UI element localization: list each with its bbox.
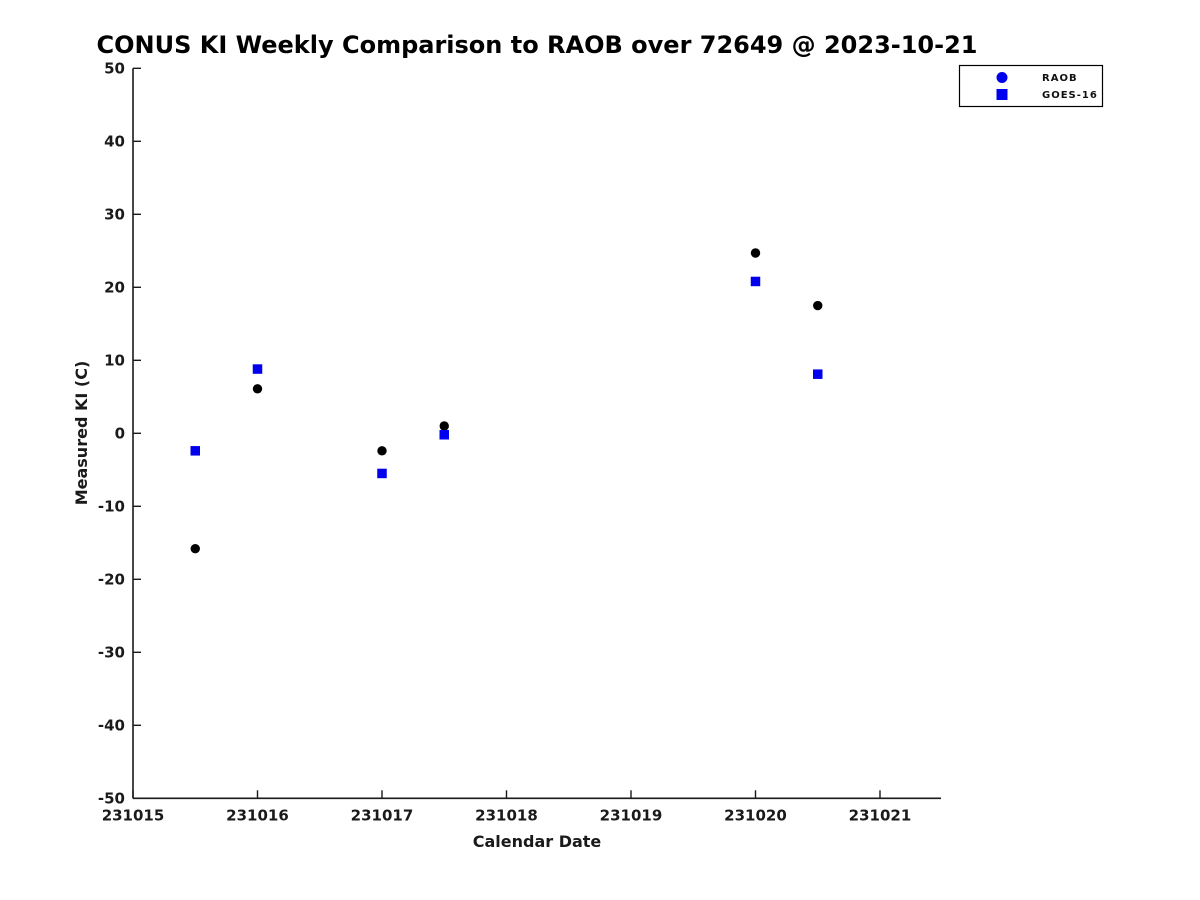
y-tick-label: -10 [98,497,125,515]
y-tick-label: -40 [98,716,125,734]
x-tick-label: 231016 [226,806,289,824]
x-tick-label: 231020 [724,806,787,824]
y-tick-label: -20 [98,570,125,588]
x-tick-label: 231019 [600,806,663,824]
x-tick-label: 231021 [849,806,912,824]
x-tick-label: 231017 [351,806,414,824]
chart-title: CONUS KI Weekly Comparison to RAOB over … [97,31,978,59]
goes16-point [439,430,449,440]
y-tick-label: 0 [115,424,125,442]
goes16-point [190,446,200,456]
raob-point [813,300,823,311]
y-tick-label: -50 [98,789,125,807]
y-tick-label: 40 [104,132,125,150]
legend-goes16-marker [996,89,1008,100]
x-tick-label: 231015 [102,806,165,824]
y-tick-label: -30 [98,643,125,661]
legend: RAOB GOES-16 [958,64,1104,108]
raob-point [190,543,200,554]
goes16-point [750,276,761,287]
goes16-point [252,364,263,374]
y-tick-label: 20 [104,278,125,296]
x-tick-label: 231018 [475,806,538,824]
y-axis-label: Measured KI (C) [72,361,91,506]
raob-point [252,384,263,394]
raob-point [439,421,449,431]
y-tick-label: 50 [104,59,125,77]
y-tick-label: 10 [104,351,125,369]
legend-raob-label: RAOB [1042,73,1078,84]
x-axis-label: Calendar Date [473,832,602,851]
y-tick-label: 30 [104,205,125,223]
legend-goes16-label: GOES-16 [1042,90,1098,101]
goes16-point [377,468,387,479]
legend-box [958,64,1104,108]
raob-point [750,248,761,258]
raob-point [377,446,387,456]
goes16-point [812,369,823,379]
legend-raob-marker [996,72,1008,83]
data-points [190,248,823,554]
